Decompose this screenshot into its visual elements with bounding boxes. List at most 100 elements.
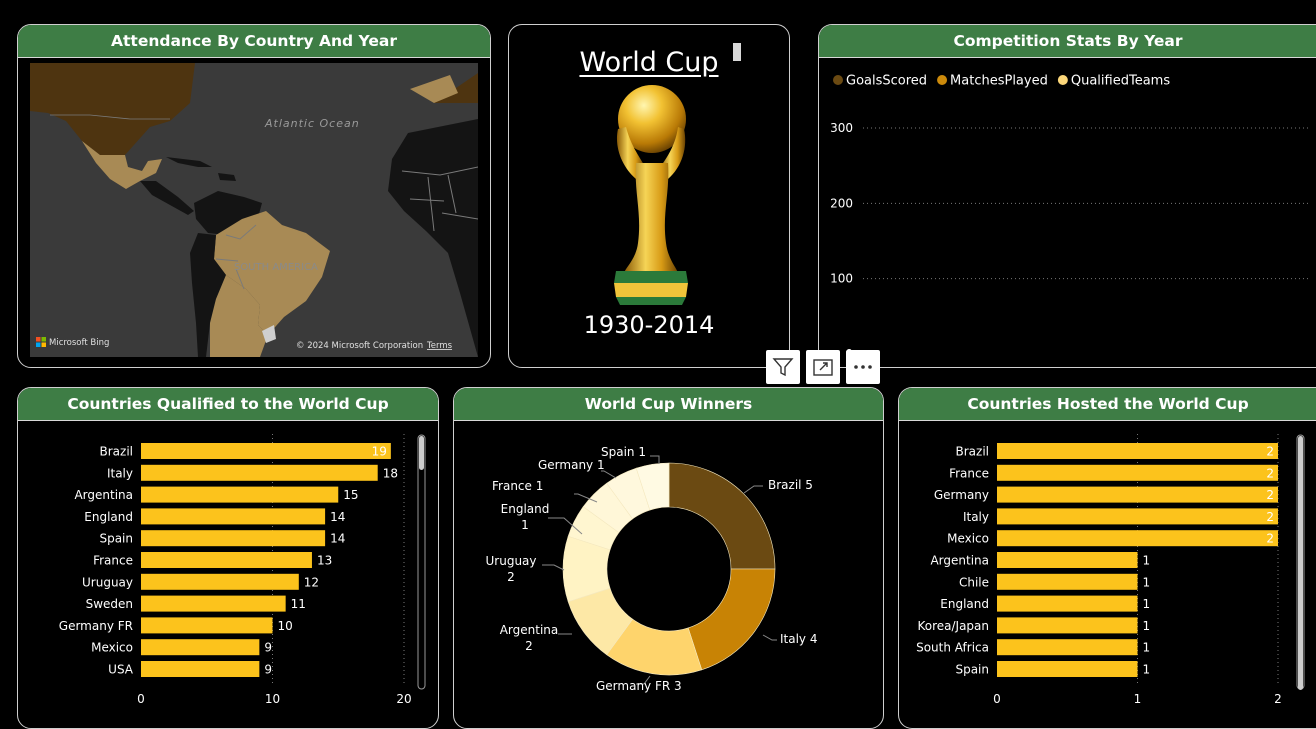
winners-panel[interactable]: World Cup Winners Brazil 5 Italy 4 Germany… [453,387,884,729]
qualified-panel[interactable]: Countries Qualified to the World Cup 0 10… [17,387,439,729]
slice-label: Germany 1 [538,458,605,472]
x-tick-label: 0 [993,692,1001,706]
data-label: 2 [1266,532,1274,546]
bar [141,530,326,547]
bar [141,661,260,677]
map-terms-link[interactable]: Terms [426,341,453,351]
slice-label: France 1 [492,479,543,493]
competition-panel[interactable]: Competition Stats By Year GoalsScored Mat… [818,24,1316,368]
x-tick-label: 10 [265,692,280,706]
donut-slice [668,462,776,570]
slice-label: England [501,502,550,516]
brazil-shape [214,211,330,335]
cover-panel: World Cup 1930-2014 [508,24,790,368]
scrollbar-thumb [419,436,424,470]
bar [997,639,1138,656]
data-label: 15 [343,488,358,502]
y-tick-label: 300 [830,121,853,135]
category-label: France [949,466,989,480]
map-panel-title: Attendance By Country And Year [18,25,490,58]
bar [997,661,1138,677]
category-label: Mexico [91,641,133,655]
category-label: Germany [934,488,989,502]
bar [141,573,299,590]
map-brand: Microsoft Bing [49,338,109,348]
category-label: Argentina [930,554,989,568]
legend-label: GoalsScored [846,74,927,89]
data-label: 14 [330,510,345,524]
category-label: Argentina [74,488,133,502]
more-options-button[interactable] [846,350,880,384]
data-label: 1 [1143,575,1151,589]
category-label: Brazil [956,445,990,459]
cover-title: World Cup [579,47,719,78]
data-label: 9 [264,641,272,655]
data-label: 13 [317,554,332,568]
map-copyright: © 2024 Microsoft Corporation [296,341,423,351]
region-label: SOUTH AMERICA [234,262,318,273]
legend-label: MatchesPlayed [950,74,1048,89]
bar [997,530,1278,547]
category-label: Brazil [100,445,134,459]
filter-icon [772,358,794,377]
microsoft-logo-icon [36,337,46,347]
y-tick-label: 100 [830,272,853,286]
slice-label: Argentina [500,623,559,637]
hosted-title: Countries Hosted the World Cup [899,388,1316,421]
category-label: USA [108,663,134,677]
leader-line [542,564,565,571]
ocean-label: Atlantic Ocean [264,117,360,130]
attendance-map[interactable]: Atlantic Ocean SOUTH AMERICA Microsoft B… [30,63,478,357]
slice-label: Spain 1 [601,445,646,459]
bar [141,595,286,612]
data-label: 12 [304,575,319,589]
focus-mode-button[interactable] [806,350,840,384]
category-label: England [940,597,989,611]
category-label: Spain [99,532,133,546]
slice-label: Uruguay [486,554,537,568]
leader-line [574,493,598,503]
scroll-indicator[interactable] [733,43,741,61]
donut-slice [687,568,776,671]
map-panel[interactable]: Attendance By Country And Year Atlantic … [17,24,491,368]
legend-swatch [937,75,948,85]
data-label: 1 [1143,619,1151,633]
data-label: 18 [383,466,398,480]
category-label: England [84,510,133,524]
winners-chart[interactable]: Brazil 5 Italy 4 Germany FR 3 Argentina 2 Uru… [454,422,883,722]
bar [997,573,1138,590]
cover-years: 1930-2014 [583,311,715,339]
mexico-shape [82,141,162,189]
bar [997,595,1138,612]
leader-line [548,517,583,535]
category-label: Korea/Japan [917,619,989,633]
africa-shape [388,119,478,357]
hosted-chart[interactable]: 0 1 2 Brazil 2 France 2 Germany 2 Italy 2 Mexico 2 Ar… [899,422,1316,722]
scrollbar [417,434,426,690]
category-label: Italy [963,510,989,524]
data-label: 1 [1143,597,1151,611]
category-label: Italy [107,466,133,480]
bar [997,443,1278,459]
hosted-panel[interactable]: Countries Hosted the World Cup 0 1 2 Brazil… [898,387,1316,729]
trophy-icon [614,85,688,305]
donut-slice [635,462,670,511]
bar [997,464,1278,481]
data-label: 1 [1143,554,1151,568]
north-america-shape [30,63,195,155]
legend-swatch [1057,75,1068,85]
qualified-chart[interactable]: 0 10 20 Brazil 19 Italy 18 Argentina 15 England 14… [18,422,438,722]
leader-line [762,634,777,641]
bar [997,508,1278,525]
data-label: 10 [278,619,293,633]
category-label: South Africa [916,641,989,655]
slice-label: 1 [521,518,529,532]
filter-button[interactable] [766,350,800,384]
qualified-title: Countries Qualified to the World Cup [18,388,438,421]
bar [997,552,1138,568]
category-label: Uruguay [82,575,133,589]
legend-label: QualifiedTeams [1071,74,1170,89]
competition-chart[interactable]: GoalsScoredMatchesPlayedQualifiedTeams01… [819,63,1316,363]
legend-swatch [833,75,843,85]
data-label: 2 [1266,466,1274,480]
